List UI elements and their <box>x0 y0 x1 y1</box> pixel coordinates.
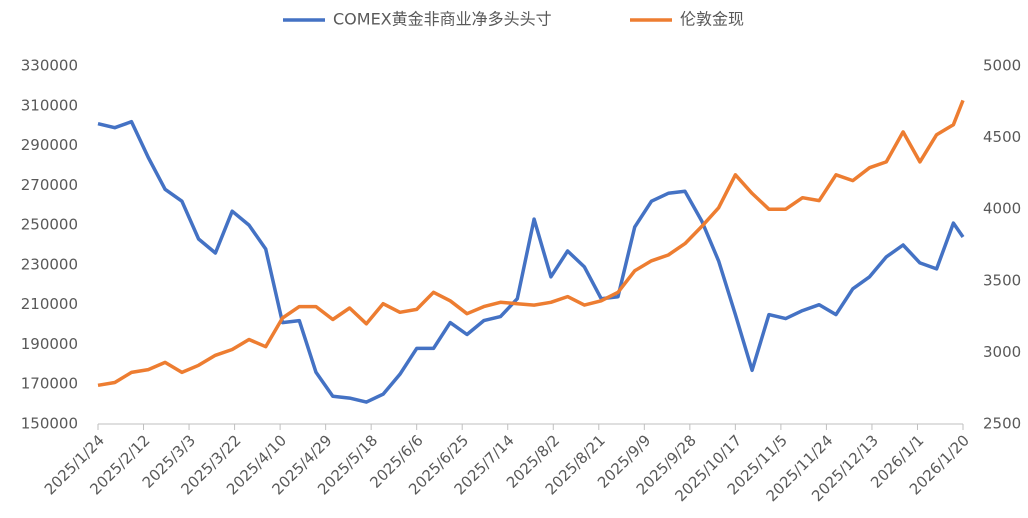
y-tick-label: 210000 <box>21 295 78 313</box>
y-tick-label: 330000 <box>21 57 78 75</box>
y-tick-label: 290000 <box>21 136 78 154</box>
y2-tick-label: 2500 <box>983 415 1021 433</box>
legend-label: 伦敦金现 <box>680 10 744 29</box>
y2-tick-label: 3500 <box>983 271 1021 289</box>
y-tick-label: 310000 <box>21 96 78 114</box>
y2-tick-label: 4500 <box>983 128 1021 146</box>
series-line <box>97 119 965 404</box>
y-tick-label: 190000 <box>21 335 78 353</box>
y-tick-label: 250000 <box>21 216 78 234</box>
y-tick-label: 150000 <box>21 415 78 433</box>
series-line <box>97 99 965 388</box>
y2-tick-label: 4000 <box>983 200 1021 218</box>
y-tick-label: 230000 <box>21 255 78 273</box>
y2-tick-label: 5000 <box>983 57 1021 75</box>
legend-label: COMEX黄金非商业净多头头寸 <box>333 10 552 29</box>
y-tick-label: 170000 <box>21 375 78 393</box>
y-tick-label: 270000 <box>21 176 78 194</box>
y2-tick-label: 3000 <box>983 343 1021 361</box>
